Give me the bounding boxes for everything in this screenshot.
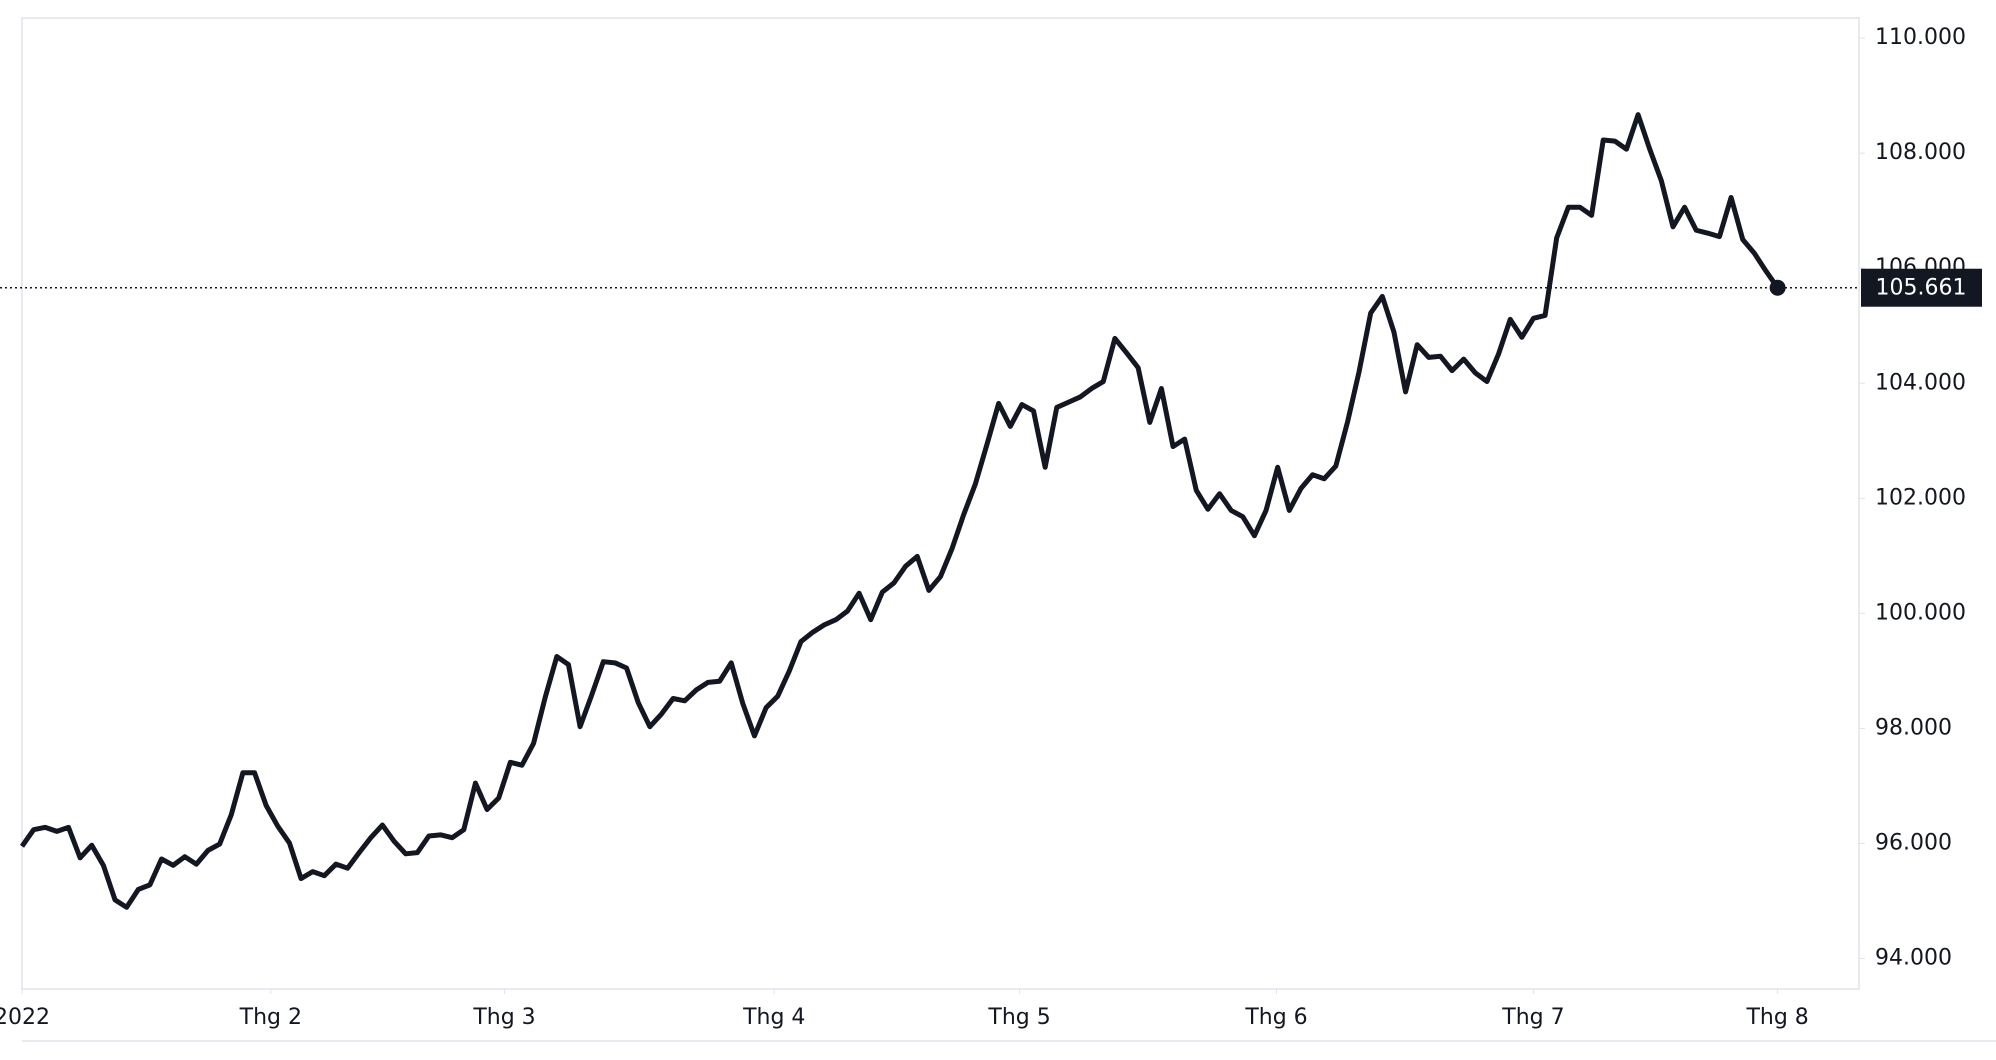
x-tick-label: Thg 7 xyxy=(1501,1005,1564,1030)
y-tick-label: 98.000 xyxy=(1875,715,1952,740)
last-price-label: 105.661 xyxy=(1876,276,1967,301)
x-tick-label: Thg 4 xyxy=(742,1005,805,1030)
last-price-dot xyxy=(1769,279,1786,296)
last-price-box xyxy=(1861,268,1982,307)
x-tick-label: Thg 5 xyxy=(987,1005,1050,1030)
y-tick-label: 110.000 xyxy=(1875,25,1966,50)
y-tick-label: 94.000 xyxy=(1875,946,1952,971)
y-tick-label: 100.000 xyxy=(1875,600,1966,625)
x-tick-label: Thg 3 xyxy=(472,1005,535,1030)
y-tick-label: 102.000 xyxy=(1875,485,1966,510)
price-line xyxy=(19,112,1780,910)
y-tick-label: 96.000 xyxy=(1875,830,1952,855)
plot-frame xyxy=(21,17,1860,990)
x-tick-label: 2022 xyxy=(0,1005,50,1030)
x-tick-label: Thg 2 xyxy=(239,1005,302,1030)
x-tick-label: Thg 6 xyxy=(1244,1005,1307,1030)
y-tick-label: 108.000 xyxy=(1875,140,1966,165)
x-tick-label: Thg 8 xyxy=(1745,1005,1808,1030)
y-tick-label: 104.000 xyxy=(1875,370,1966,395)
